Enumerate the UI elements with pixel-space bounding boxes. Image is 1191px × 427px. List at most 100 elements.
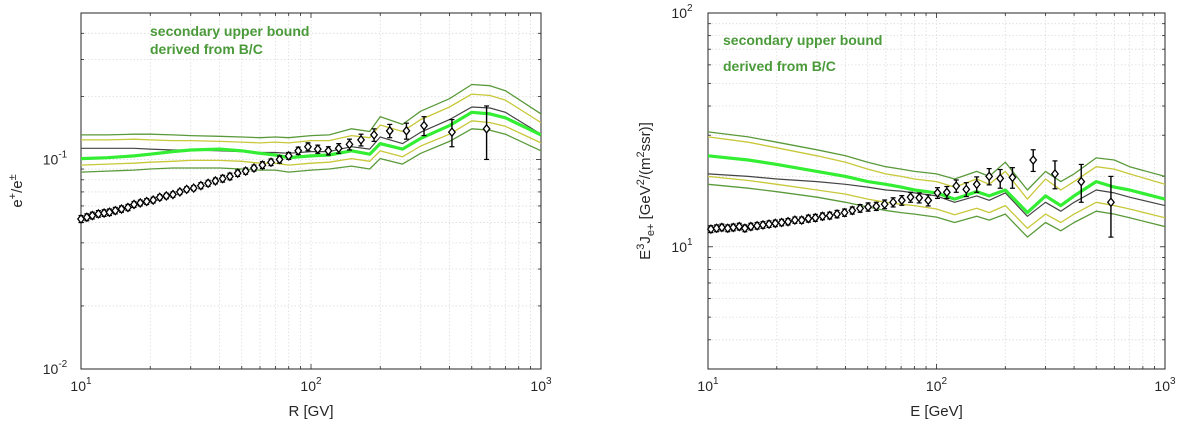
- y-axis-label: e+/e±: [7, 174, 26, 207]
- diamond-marker: [182, 184, 191, 195]
- data-point: [1077, 163, 1086, 203]
- diamond-marker: [933, 187, 942, 198]
- diamond-marker: [385, 125, 394, 136]
- x-axis-label: E [GeV]: [910, 403, 963, 420]
- data-point: [149, 195, 158, 206]
- diamond-marker: [225, 171, 234, 182]
- diamond-marker: [735, 221, 744, 232]
- diamond-marker: [746, 221, 755, 232]
- curve-reference: [708, 173, 1165, 217]
- data-point: [94, 208, 103, 219]
- diamond-marker: [218, 173, 227, 184]
- diamond-marker: [729, 222, 738, 233]
- data-point: [942, 185, 951, 200]
- diamond-marker: [906, 192, 915, 203]
- diamond-marker: [233, 168, 242, 179]
- diamond-marker: [258, 160, 267, 171]
- right-chart: 101 102 103 101 102 E [GeV] E3Je+ [GeV2/(m2ssr…: [635, 3, 1176, 420]
- data-point: [266, 157, 276, 168]
- data-point: [82, 212, 91, 223]
- diamond-marker: [790, 215, 799, 226]
- curve-outer-upper: [81, 83, 541, 139]
- curve-outer-upper: [708, 131, 1165, 191]
- data-points: [706, 149, 1115, 238]
- grid: [80, 12, 542, 370]
- diamond-marker: [189, 183, 198, 194]
- diamond-marker: [76, 213, 86, 225]
- diamond-marker: [204, 178, 213, 189]
- data-point: [218, 173, 227, 184]
- data-point: [249, 163, 259, 174]
- diamond-marker: [771, 218, 780, 229]
- y-tick-label: 10-2: [43, 359, 68, 377]
- x-tick-label: 101: [697, 376, 719, 394]
- diamond-marker: [864, 201, 873, 213]
- data-point: [706, 224, 715, 235]
- data-point: [284, 150, 293, 161]
- diamond-marker: [249, 163, 259, 174]
- data-point: [204, 178, 213, 189]
- y-tick-label: 102: [671, 3, 693, 21]
- diamond-marker: [804, 213, 813, 224]
- data-point: [123, 202, 132, 213]
- diamond-marker: [825, 210, 834, 221]
- diamond-marker: [155, 192, 164, 203]
- diamond-marker: [972, 179, 981, 190]
- data-point: [1008, 167, 1017, 189]
- data-point: [897, 195, 906, 206]
- data-point: [864, 201, 873, 213]
- data-point: [872, 201, 881, 212]
- data-point: [402, 122, 411, 140]
- data-point: [419, 116, 429, 137]
- curve-inner-upper: [81, 93, 541, 144]
- data-point: [385, 123, 394, 139]
- diamond-marker: [818, 211, 827, 222]
- data-point: [825, 210, 834, 221]
- diamond-marker: [872, 201, 881, 212]
- curve-outer-lower: [81, 128, 541, 173]
- data-point: [155, 192, 164, 203]
- data-point: [952, 179, 961, 193]
- diamond-marker: [996, 173, 1005, 184]
- data-point: [196, 180, 205, 191]
- diamond-marker: [88, 210, 97, 221]
- diamond-marker: [162, 190, 171, 201]
- diamond-marker: [811, 212, 820, 223]
- data-point: [142, 196, 151, 207]
- diamond-marker: [345, 139, 354, 150]
- x-tick-label: 102: [300, 376, 322, 394]
- curve-central: [81, 110, 541, 161]
- diamond-marker: [275, 154, 284, 165]
- diamond-marker: [962, 184, 971, 195]
- data-point: [740, 223, 749, 234]
- curve-inner-lower: [708, 175, 1165, 229]
- data-point: [233, 168, 242, 179]
- diamond-marker: [294, 145, 303, 156]
- diamond-marker: [753, 220, 762, 231]
- diamond-marker: [266, 157, 276, 168]
- curves: [81, 83, 541, 173]
- data-point: [889, 197, 898, 208]
- data-point: [811, 212, 820, 223]
- diamond-marker: [915, 192, 924, 203]
- x-axis-label: R [GV]: [288, 403, 333, 420]
- diamond-marker: [370, 129, 379, 140]
- data-point: [753, 220, 762, 231]
- data-point: [777, 217, 786, 228]
- data-point: [915, 192, 924, 204]
- data-point: [790, 215, 799, 226]
- diamond-marker: [717, 222, 726, 233]
- data-point: [136, 197, 145, 209]
- data-point: [933, 187, 942, 200]
- diamond-marker: [129, 199, 139, 210]
- data-point: [735, 221, 744, 232]
- x-tick-label: 101: [70, 376, 92, 394]
- data-point: [241, 166, 250, 177]
- data-point: [76, 213, 86, 225]
- data-point: [1050, 160, 1060, 190]
- data-point: [962, 182, 971, 198]
- data-point: [771, 218, 780, 229]
- diamond-marker: [136, 197, 145, 209]
- tick-marks: [707, 12, 1166, 370]
- data-point: [168, 189, 177, 200]
